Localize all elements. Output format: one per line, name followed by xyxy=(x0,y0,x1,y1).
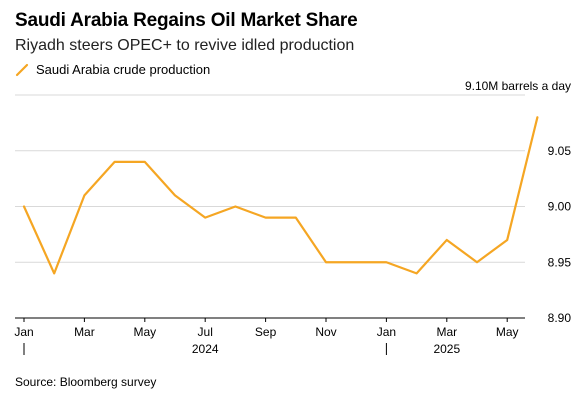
x-tick-label: Jul xyxy=(198,325,213,339)
series-line xyxy=(22,116,539,275)
y-unit-label: 9.10M barrels a day xyxy=(465,79,571,93)
y-tick-label: 9.00 xyxy=(548,200,572,214)
x-tick-label: Mar xyxy=(74,325,95,339)
x-tick-label: Nov xyxy=(315,325,336,339)
year-label: 2025 xyxy=(433,342,460,356)
y-tick-label: 8.90 xyxy=(548,311,572,325)
x-tick-label: May xyxy=(496,325,519,339)
legend-label: Saudi Arabia crude production xyxy=(36,62,211,77)
chart-title: Saudi Arabia Regains Oil Market Share xyxy=(15,10,358,31)
x-tick-label: Jan xyxy=(377,325,396,339)
year-label: 2024 xyxy=(192,342,219,356)
y-tick-label: 8.95 xyxy=(548,255,572,269)
x-tick-label: Jan xyxy=(14,325,33,339)
x-tick-label: May xyxy=(133,325,156,339)
x-tick-label: Sep xyxy=(255,325,277,339)
x-tick-label: Mar xyxy=(436,325,457,339)
y-tick-label: 9.05 xyxy=(548,144,572,158)
source-note: Source: Bloomberg survey xyxy=(15,375,157,389)
legend: Saudi Arabia crude production xyxy=(15,62,210,77)
legend-swatch-icon xyxy=(15,63,29,76)
chart-subtitle: Riyadh steers OPEC+ to revive idled prod… xyxy=(15,37,355,54)
